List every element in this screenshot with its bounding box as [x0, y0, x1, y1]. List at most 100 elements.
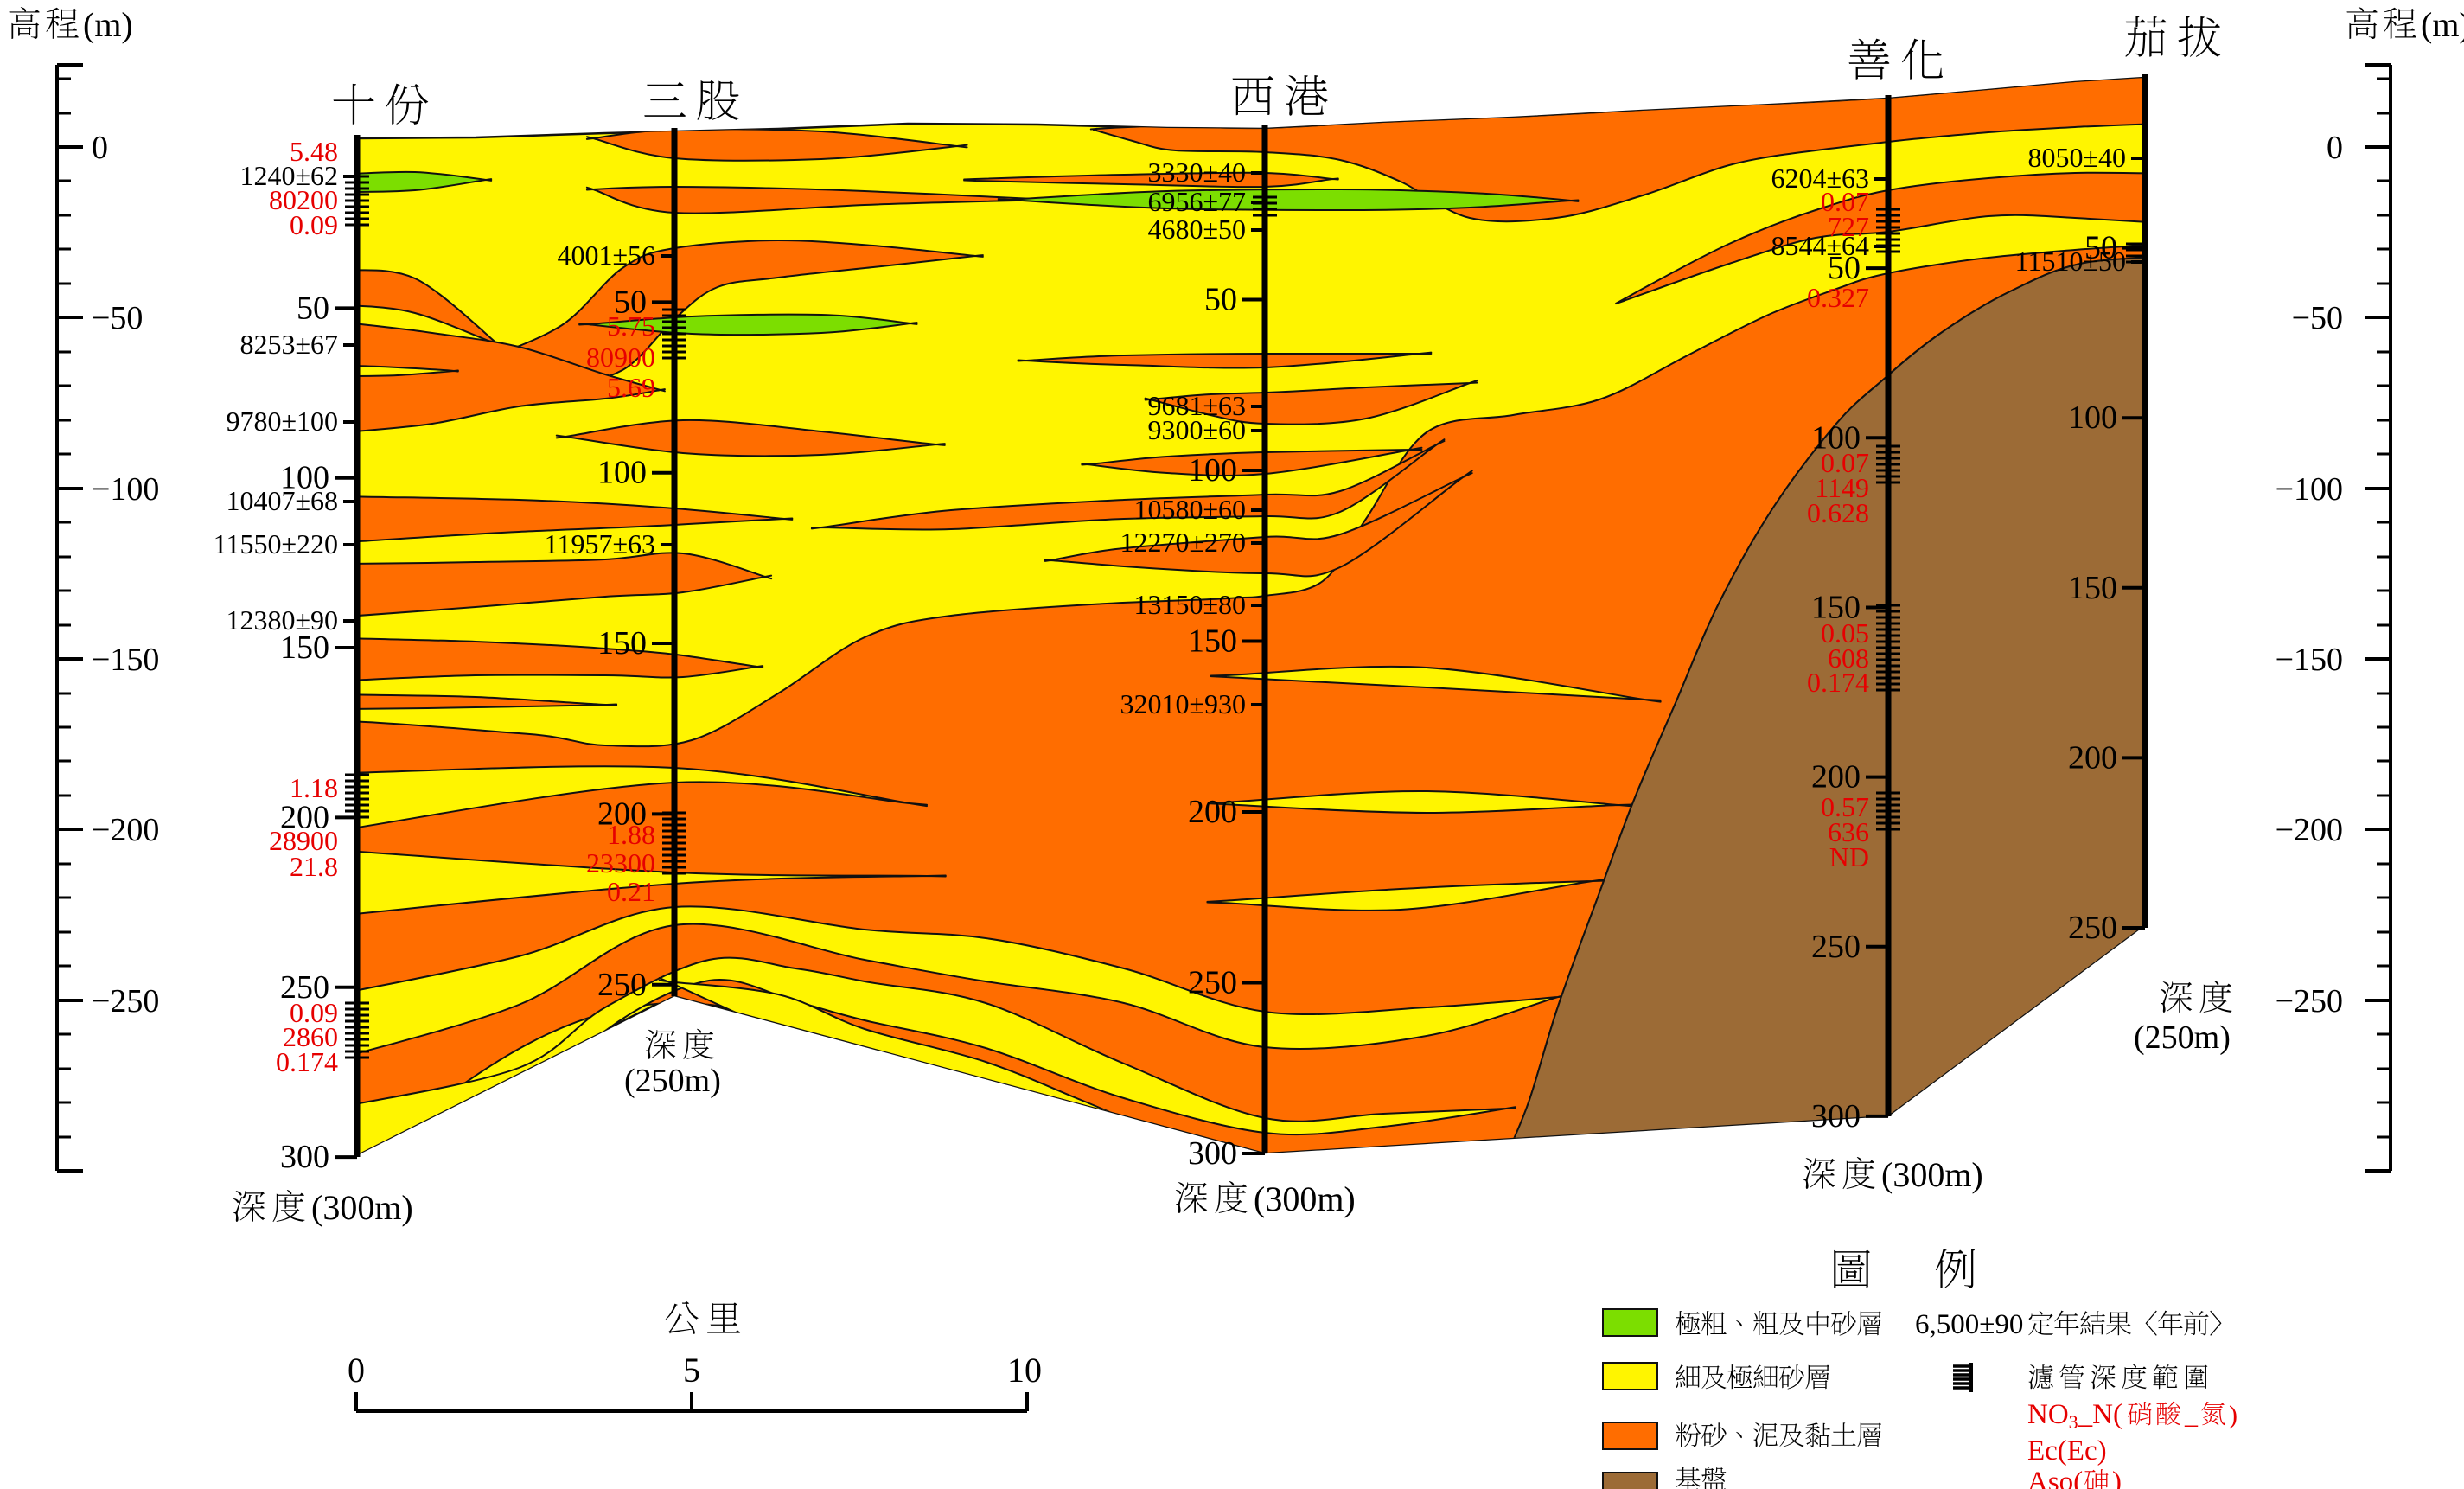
svg-text:(300m): (300m): [311, 1188, 413, 1227]
svg-text:11510±50: 11510±50: [2015, 246, 2126, 277]
svg-text:(250m): (250m): [2134, 1019, 2231, 1056]
svg-text:5.69: 5.69: [607, 372, 655, 403]
svg-text:−100: −100: [2276, 471, 2343, 508]
svg-text:Ec(Ec): Ec(Ec): [2027, 1435, 2107, 1467]
svg-text:(m): (m): [83, 5, 133, 44]
svg-text:10: 10: [1007, 1351, 1042, 1390]
svg-text:100: 100: [597, 455, 647, 491]
svg-text:0.57: 0.57: [1821, 791, 1869, 822]
svg-text:0: 0: [348, 1351, 365, 1390]
svg-text:608: 608: [1828, 642, 1869, 674]
svg-text:150: 150: [1811, 589, 1861, 625]
svg-text:21.8: 21.8: [290, 851, 338, 882]
svg-text:250: 250: [597, 967, 647, 1003]
svg-text:5: 5: [683, 1351, 700, 1390]
svg-text:0.628: 0.628: [1807, 497, 1869, 528]
svg-text:8050±40: 8050±40: [2027, 142, 2126, 173]
svg-text:1149: 1149: [1815, 472, 1869, 503]
svg-text:0.05: 0.05: [1821, 617, 1869, 649]
svg-text:150: 150: [1188, 623, 1237, 660]
svg-text:8253±67: 8253±67: [239, 329, 338, 360]
svg-text:0.21: 0.21: [607, 876, 655, 907]
svg-text:_: _: [2184, 1401, 2199, 1429]
svg-text:11957±63: 11957±63: [545, 528, 655, 559]
svg-text:(m): (m): [2421, 5, 2464, 44]
svg-text:200: 200: [1188, 794, 1237, 830]
svg-text:200: 200: [280, 799, 329, 835]
svg-text:1.18: 1.18: [290, 772, 338, 803]
svg-text:100: 100: [2068, 399, 2117, 436]
svg-text:50: 50: [614, 284, 647, 320]
svg-text:300: 300: [1188, 1135, 1237, 1172]
svg-text:250: 250: [1811, 929, 1861, 965]
svg-text:50: 50: [1204, 282, 1237, 318]
svg-text:): ): [2229, 1401, 2237, 1429]
svg-text:(300m): (300m): [1254, 1179, 1356, 1218]
svg-text:−50: −50: [2292, 300, 2343, 336]
svg-text:150: 150: [280, 629, 329, 666]
svg-text:0.09: 0.09: [290, 997, 338, 1028]
svg-text:5.75: 5.75: [607, 310, 655, 342]
svg-text:0.327: 0.327: [1807, 282, 1869, 313]
svg-text:200: 200: [2068, 739, 2117, 776]
svg-text:−150: −150: [2276, 642, 2343, 678]
svg-text:9681±63: 9681±63: [1147, 390, 1246, 421]
svg-text:2860: 2860: [283, 1021, 338, 1052]
svg-text:10407±68: 10407±68: [226, 485, 338, 516]
svg-text:0: 0: [2327, 130, 2343, 166]
svg-text:300: 300: [1811, 1098, 1861, 1134]
svg-text:6204±63: 6204±63: [1771, 163, 1869, 194]
svg-text:1.88: 1.88: [607, 819, 655, 850]
svg-text:ND: ND: [1829, 841, 1869, 872]
svg-text:0.07: 0.07: [1821, 447, 1869, 478]
svg-text:12380±90: 12380±90: [226, 604, 338, 636]
svg-text:300: 300: [280, 1139, 329, 1175]
svg-text:6956±77: 6956±77: [1147, 186, 1246, 217]
svg-text:150: 150: [597, 625, 647, 661]
svg-text:250: 250: [2068, 910, 2117, 946]
svg-text:(250m): (250m): [624, 1063, 721, 1099]
svg-text:200: 200: [1811, 759, 1861, 796]
svg-text:80900: 80900: [586, 342, 655, 373]
svg-text:0.174: 0.174: [1807, 667, 1869, 698]
svg-text:−100: −100: [92, 471, 159, 508]
svg-text:100: 100: [280, 460, 329, 496]
svg-text:(300m): (300m): [1881, 1155, 1983, 1194]
svg-text:28900: 28900: [269, 825, 338, 856]
svg-text:9780±100: 9780±100: [226, 406, 338, 437]
svg-text:Aso(: Aso(: [2027, 1467, 2083, 1489]
svg-text:50: 50: [1828, 250, 1861, 286]
svg-text:100: 100: [1811, 419, 1861, 456]
svg-text:50: 50: [2084, 230, 2117, 266]
svg-text:3330±40: 3330±40: [1147, 157, 1246, 188]
svg-text:−200: −200: [92, 812, 159, 848]
svg-text:80200: 80200: [269, 184, 338, 215]
svg-text:23300: 23300: [586, 847, 655, 879]
svg-text:100: 100: [1188, 452, 1237, 489]
svg-text:12270±270: 12270±270: [1120, 527, 1246, 558]
svg-text:1240±62: 1240±62: [239, 160, 338, 191]
svg-text:8544±64: 8544±64: [1771, 230, 1869, 261]
svg-text:250: 250: [1188, 965, 1237, 1001]
svg-text:−250: −250: [92, 983, 159, 1019]
svg-text:0.174: 0.174: [276, 1046, 338, 1077]
svg-text:9300±60: 9300±60: [1147, 414, 1246, 445]
svg-text:5.48: 5.48: [290, 136, 338, 167]
svg-text:11550±220: 11550±220: [214, 528, 338, 559]
svg-text:10580±60: 10580±60: [1133, 494, 1246, 525]
svg-text:0: 0: [92, 130, 108, 166]
svg-text:200: 200: [597, 796, 647, 832]
svg-text:32010±930: 32010±930: [1120, 688, 1246, 719]
svg-text:0.09: 0.09: [290, 209, 338, 240]
svg-text:): ): [2112, 1467, 2122, 1489]
svg-text:−200: −200: [2276, 812, 2343, 848]
svg-text:150: 150: [2068, 570, 2117, 606]
svg-text:250: 250: [280, 969, 329, 1006]
svg-text:−150: −150: [92, 642, 159, 678]
svg-text:50: 50: [297, 290, 329, 326]
svg-text:4001±56: 4001±56: [557, 240, 655, 271]
svg-text:0.07: 0.07: [1821, 186, 1869, 217]
svg-text:727: 727: [1828, 211, 1869, 242]
svg-text:4680±50: 4680±50: [1147, 214, 1246, 245]
svg-text:−250: −250: [2276, 983, 2343, 1019]
